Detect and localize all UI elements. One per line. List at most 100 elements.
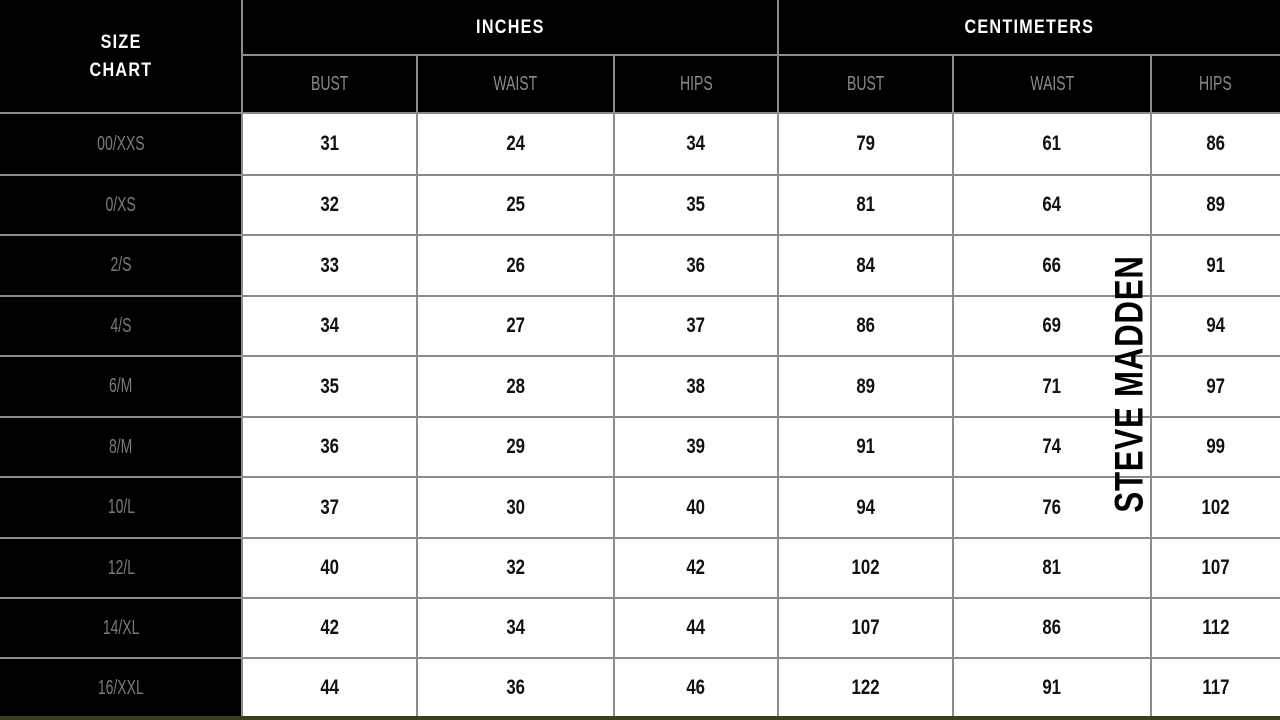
table-cell-text: 42 xyxy=(320,616,339,639)
table-cell: 66 xyxy=(953,235,1151,296)
table-cell-text: 30 xyxy=(506,495,525,519)
grid-line xyxy=(0,416,1280,418)
column-header-text: BUST xyxy=(846,72,885,95)
table-cell: 30 xyxy=(417,477,614,538)
size-label: 16/XXL xyxy=(0,658,242,718)
grid-line xyxy=(0,355,1280,357)
table-cell: 34 xyxy=(614,113,778,175)
group-header-centimeters-text: CENTIMETERS xyxy=(964,16,1094,38)
table-cell: 36 xyxy=(614,235,778,296)
table-cell-text: 66 xyxy=(1042,253,1062,277)
table-cell-text: 89 xyxy=(856,374,875,398)
table-cell-text: 29 xyxy=(506,435,525,458)
grid-line xyxy=(241,0,243,718)
table-cell: 32 xyxy=(417,538,614,598)
table-cell: 61 xyxy=(953,113,1151,175)
table-cell-text: 31 xyxy=(320,132,339,155)
table-cell: 71 xyxy=(953,356,1151,417)
table-cell: 94 xyxy=(1151,296,1280,356)
table-cell-text: 33 xyxy=(320,253,339,277)
table-cell: 102 xyxy=(1151,477,1280,538)
grid-line xyxy=(0,476,1280,478)
size-label-text: 14/XL xyxy=(102,616,140,639)
grid-line xyxy=(0,234,1280,236)
table-cell: 64 xyxy=(953,175,1151,235)
table-cell-text: 28 xyxy=(506,374,525,398)
column-header: WAIST xyxy=(417,55,614,113)
table-cell: 74 xyxy=(953,417,1151,477)
table-cell: 32 xyxy=(242,175,417,235)
grid-line xyxy=(0,597,1280,599)
table-cell: 34 xyxy=(242,296,417,356)
table-cell: 69 xyxy=(953,296,1151,356)
table-cell: 86 xyxy=(1151,113,1280,175)
table-cell: 37 xyxy=(242,477,417,538)
table-cell: 84 xyxy=(778,235,953,296)
table-cell-text: 107 xyxy=(851,616,880,639)
table-cell-text: 97 xyxy=(1206,374,1225,398)
table-cell-text: 71 xyxy=(1042,374,1062,398)
table-cell: 25 xyxy=(417,175,614,235)
table-cell: 79 xyxy=(778,113,953,175)
table-cell-text: 34 xyxy=(506,616,525,639)
table-cell-text: 46 xyxy=(686,676,706,699)
table-cell-text: 86 xyxy=(1206,132,1225,155)
table-cell-text: 36 xyxy=(320,435,339,458)
table-cell: 44 xyxy=(614,598,778,658)
table-cell: 29 xyxy=(417,417,614,477)
table-cell: 86 xyxy=(953,598,1151,658)
steve-madden-watermark: STEVE MADDEN xyxy=(1107,255,1152,513)
table-cell-text: 94 xyxy=(1206,314,1225,337)
table-cell-text: 36 xyxy=(686,253,706,277)
table-cell-text: 69 xyxy=(1042,314,1062,337)
size-label: 6/M xyxy=(0,356,242,417)
table-cell-text: 39 xyxy=(686,435,706,458)
table-cell-text: 25 xyxy=(506,193,525,216)
size-label-text: 0/XS xyxy=(105,193,137,216)
table-cell: 42 xyxy=(242,598,417,658)
table-cell: 91 xyxy=(953,658,1151,718)
table-cell: 37 xyxy=(614,296,778,356)
grid-line xyxy=(0,657,1280,659)
grid-line xyxy=(952,55,954,718)
size-label: 00/XXS xyxy=(0,113,242,175)
size-label: 10/L xyxy=(0,477,242,538)
table-cell-text: 32 xyxy=(506,556,525,579)
table-cell: 117 xyxy=(1151,658,1280,718)
table-cell-text: 40 xyxy=(686,495,706,519)
table-cell: 42 xyxy=(614,538,778,598)
table-cell: 39 xyxy=(614,417,778,477)
table-cell: 76 xyxy=(953,477,1151,538)
group-header-centimeters: CENTIMETERS xyxy=(778,0,1280,55)
table-cell-text: 102 xyxy=(851,556,880,579)
table-cell: 24 xyxy=(417,113,614,175)
size-label: 8/M xyxy=(0,417,242,477)
bottom-bar xyxy=(0,716,1280,720)
grid-line xyxy=(1150,55,1152,718)
grid-line xyxy=(0,112,1280,114)
table-cell-text: 89 xyxy=(1206,193,1225,216)
table-cell-text: 61 xyxy=(1042,132,1062,155)
table-cell: 44 xyxy=(242,658,417,718)
size-label: 4/S xyxy=(0,296,242,356)
table-cell: 40 xyxy=(242,538,417,598)
table-cell-text: 91 xyxy=(1206,253,1225,277)
table-cell: 36 xyxy=(417,658,614,718)
table-cell: 91 xyxy=(1151,235,1280,296)
table-cell: 102 xyxy=(778,538,953,598)
size-label-text: 6/M xyxy=(109,375,133,397)
table-cell: 89 xyxy=(1151,175,1280,235)
size-label-text: 4/S xyxy=(110,314,132,337)
table-cell: 97 xyxy=(1151,356,1280,417)
table-cell-text: 117 xyxy=(1201,676,1230,699)
table-cell: 89 xyxy=(778,356,953,417)
table-cell-text: 112 xyxy=(1201,616,1230,639)
column-header: BUST xyxy=(242,55,417,113)
grid-line xyxy=(416,55,418,718)
column-header-text: BUST xyxy=(310,72,349,95)
table-cell: 107 xyxy=(1151,538,1280,598)
table-cell-text: 27 xyxy=(506,314,525,337)
table-cell-text: 81 xyxy=(856,193,875,216)
table-cell-text: 91 xyxy=(1042,676,1062,699)
table-cell-text: 42 xyxy=(686,556,706,579)
